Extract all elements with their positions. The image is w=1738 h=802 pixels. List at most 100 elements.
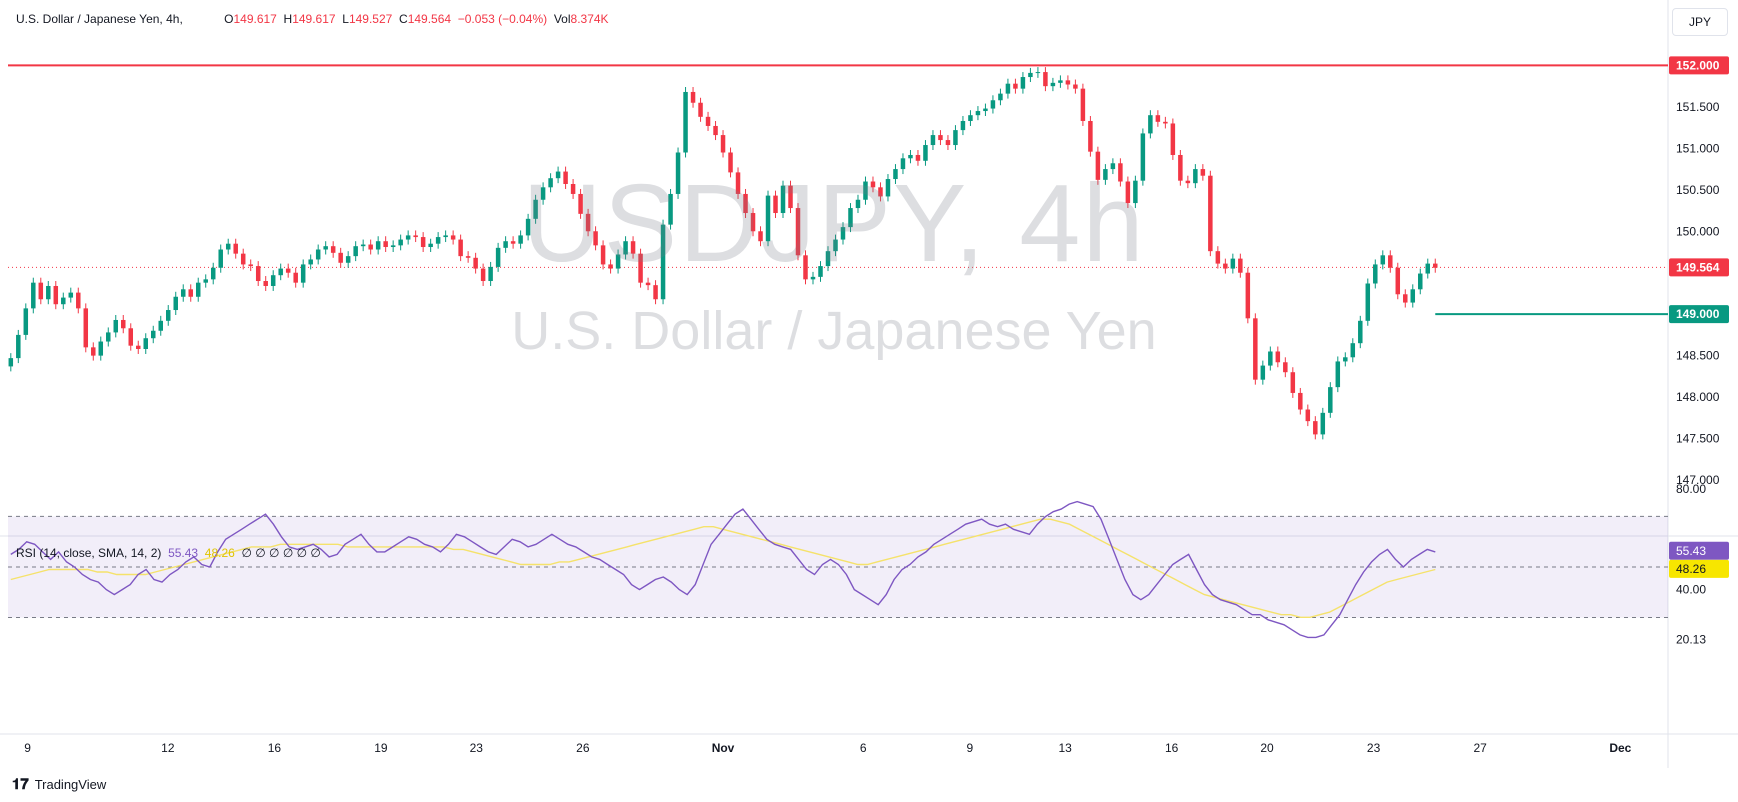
candle-body [518, 235, 523, 244]
candle-body [675, 152, 681, 194]
candle-body [1103, 169, 1108, 180]
rsi-sma-legend-value: 48.26 [204, 546, 235, 560]
time-tick-label: 16 [268, 741, 282, 755]
candle-body [615, 254, 621, 269]
candle-body [1350, 343, 1356, 358]
candle-body [870, 181, 876, 188]
candle-body [375, 241, 381, 250]
candle-body [1095, 151, 1101, 180]
candle-body [878, 187, 883, 197]
time-tick-label: 6 [860, 741, 867, 755]
rsi-pane[interactable] [8, 500, 1668, 639]
low-value: 149.527 [348, 12, 393, 26]
candle-body [173, 296, 178, 311]
time-tick-label: Nov [712, 741, 735, 755]
time-tick-label: 23 [1367, 741, 1381, 755]
candle-body [345, 256, 351, 263]
candle-body [908, 154, 913, 159]
candle-body [705, 116, 711, 126]
candle-body [225, 243, 231, 250]
rsi-legend-text: RSI (14, close, SMA, 14, 2) [16, 546, 162, 560]
candle-body [998, 93, 1003, 101]
candle-body [188, 289, 193, 297]
candle-body [1185, 180, 1191, 184]
candle-body [1425, 263, 1431, 274]
candle-body [1313, 421, 1318, 435]
candle-body [1058, 80, 1063, 83]
candle-body [31, 282, 36, 309]
volume-key: Vol [553, 12, 571, 26]
candle-body [285, 268, 291, 273]
candle-body [593, 231, 598, 246]
candle-body [623, 241, 628, 255]
candle-body [1373, 264, 1378, 284]
price-tag-label: 152.000 [1676, 58, 1720, 72]
price-tag [1669, 305, 1729, 324]
axes: 151.500 151.000 150.500 150.000 148.500 148.0… [24, 56, 1729, 755]
candle-body [630, 241, 636, 254]
close-value: 149.564 [407, 12, 452, 26]
price-tick-label: 147.500 [1676, 432, 1720, 446]
candle-body [1358, 320, 1363, 344]
candle-body [210, 267, 216, 280]
time-tick-label: 27 [1473, 741, 1487, 755]
candle-body [660, 224, 666, 300]
candle-body [795, 208, 801, 256]
candle-body [1163, 121, 1168, 124]
candle-body [863, 181, 868, 200]
candle-body [773, 195, 778, 214]
candle-body [855, 199, 861, 209]
candle-body [1395, 267, 1401, 295]
symbol-label[interactable]: U.S. Dollar / Japanese Yen, 4h, [16, 12, 183, 26]
candle-body [128, 328, 134, 346]
rsi-line [10, 500, 1436, 639]
candle-body [1125, 181, 1131, 204]
candle-body [1245, 272, 1251, 319]
open-key: O [224, 12, 234, 26]
candle-body [885, 179, 891, 197]
candle-body [76, 292, 81, 309]
candle-body [113, 319, 119, 333]
time-tick-label: 20 [1260, 741, 1274, 755]
candle-body [1320, 412, 1326, 435]
candle-body [578, 193, 583, 214]
price-tick-label: 147.000 [1676, 473, 1720, 487]
candle-body [8, 358, 14, 367]
candle-body [900, 158, 906, 170]
candle-body [1028, 72, 1033, 78]
rsi-legend-extras: ∅ ∅ ∅ ∅ ∅ ∅ [241, 546, 321, 560]
price-tick-label: 150.000 [1676, 224, 1720, 238]
candle-body [300, 264, 306, 283]
price-tag [1669, 56, 1729, 75]
candle-body [308, 259, 313, 265]
candle-body [743, 193, 748, 214]
candle-body [53, 285, 59, 305]
candle-body [975, 111, 981, 116]
candle-body [106, 332, 111, 342]
candle-body [1410, 289, 1416, 303]
rsi-legend[interactable]: RSI (14, close, SMA, 14, 2) 55.43 48.26 … [16, 546, 321, 560]
candle-body [450, 235, 456, 240]
watermark-subtitle: U.S. Dollar / Japanese Yen [511, 301, 1157, 361]
price-tick-label: 151.500 [1676, 100, 1720, 114]
price-tick-label: 148.500 [1676, 349, 1720, 363]
candle-body [810, 276, 816, 280]
change-value: −0.053 (−0.04%) [457, 12, 548, 26]
candle-body [315, 249, 321, 260]
candle-body [1035, 72, 1041, 74]
candle-body [255, 266, 261, 282]
candle-body [195, 282, 201, 297]
candle-body [788, 185, 793, 209]
rsi-tick-label: 40.00 [1676, 583, 1706, 597]
candle-body [263, 281, 268, 286]
low-key: L [342, 12, 349, 26]
candle-body [233, 243, 238, 254]
candle-body [68, 292, 74, 298]
candle-body [503, 241, 508, 248]
tradingview-logo[interactable]: 𝟏𝟕 TradingView [12, 776, 106, 793]
price-pane[interactable] [8, 64, 1668, 440]
candle-body [1343, 357, 1348, 362]
currency-button[interactable]: JPY [1672, 8, 1728, 36]
candle-body [930, 135, 936, 146]
